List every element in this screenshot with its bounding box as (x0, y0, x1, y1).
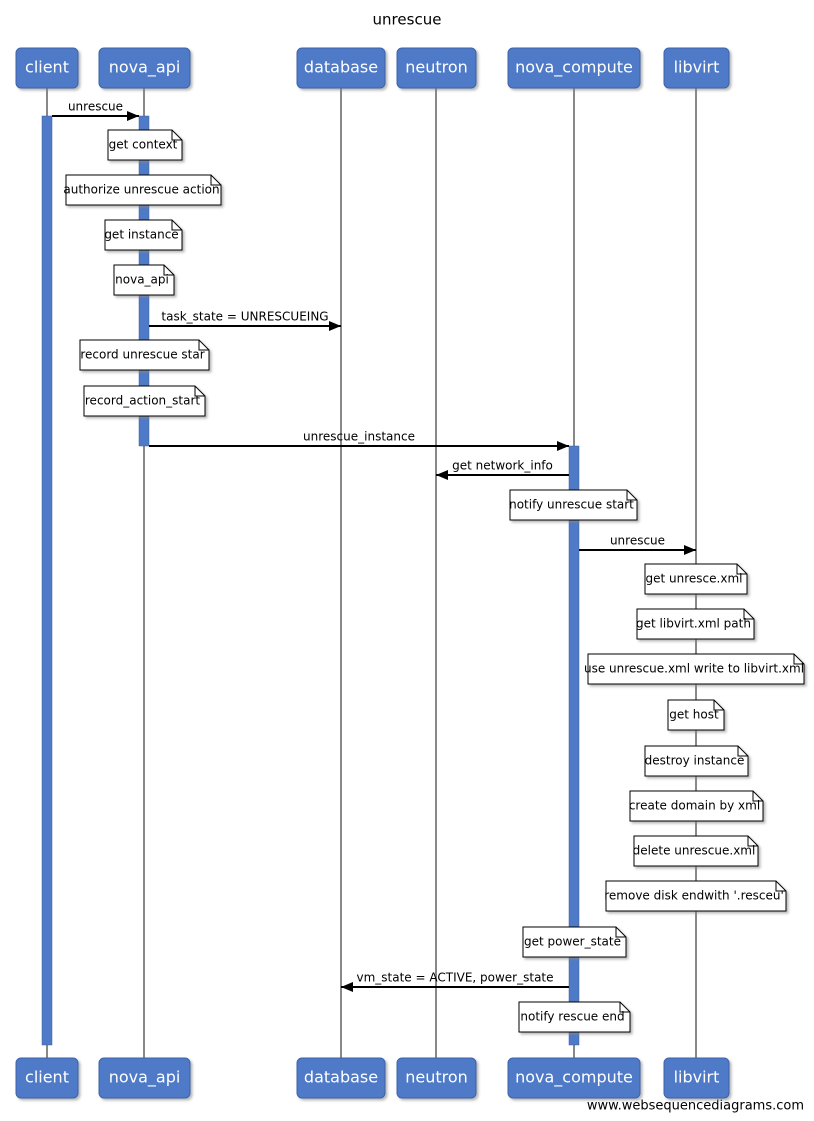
note (509, 489, 638, 521)
note (587, 653, 805, 685)
note-label: create domain by xml (629, 799, 760, 813)
note (644, 745, 749, 777)
note (65, 174, 222, 206)
note-fold (615, 927, 626, 938)
participant-label: client (25, 58, 69, 77)
note-label: remove disk endwith '.resceu' (604, 889, 784, 903)
note-fold (626, 490, 637, 501)
message-label: unrescue (68, 100, 123, 114)
message-label: get network_info (452, 459, 553, 473)
participant-box (296, 1057, 386, 1099)
note (518, 1001, 631, 1033)
note (667, 699, 725, 731)
participant-label: nova_compute (515, 1068, 633, 1088)
participant-box (98, 47, 191, 89)
message-label: task_state = UNRESCUEING (161, 310, 328, 324)
note (605, 880, 787, 912)
note-label: get context (109, 138, 178, 152)
note (629, 790, 764, 822)
note-fold (171, 220, 182, 231)
participant-box (396, 1057, 477, 1099)
note (522, 926, 627, 958)
message-label: vm_state = ACTIVE, power_state (356, 971, 553, 985)
note-fold (775, 881, 786, 892)
note (104, 219, 183, 251)
note-fold (747, 836, 758, 847)
note-label: authorize unrescue action (63, 183, 219, 197)
participant-box (98, 1057, 191, 1099)
note-fold (194, 386, 205, 397)
message-label: unrescue_instance (303, 430, 415, 444)
message-label: unrescue (610, 534, 665, 548)
note-fold (793, 654, 804, 665)
note-fold (736, 564, 747, 575)
note-label: record unrescue star (80, 348, 204, 362)
note-label: get host (669, 708, 719, 722)
note-label: get power_state (524, 935, 621, 949)
note-fold (163, 265, 174, 276)
participant-box (15, 1057, 79, 1099)
participant-label: client (25, 1068, 69, 1087)
note-fold (743, 609, 754, 620)
note-fold (210, 175, 221, 186)
note-label: use unrescue.xml write to libvirt.xml (584, 662, 804, 676)
participant-label: nova_compute (515, 58, 633, 78)
participant-label: neutron (405, 1068, 468, 1087)
note (633, 835, 759, 867)
note-fold (737, 746, 748, 757)
participant-label: database (304, 58, 378, 77)
note-label: get instance (104, 228, 178, 242)
note-fold (752, 791, 763, 802)
participant-box (15, 47, 79, 89)
note-label: notify rescue end (520, 1010, 624, 1024)
note-label: nova_api (115, 273, 169, 287)
note (107, 129, 183, 161)
note (83, 385, 206, 417)
participant-box (396, 47, 477, 89)
note-label: notify unrescue start (509, 498, 634, 512)
note-fold (171, 130, 182, 141)
participant-box (296, 47, 386, 89)
title: unrescue (373, 11, 442, 29)
note (644, 563, 748, 595)
note-fold (713, 700, 724, 711)
note-label: destroy instance (645, 754, 745, 768)
footer: www.websequencediagrams.com (587, 1099, 804, 1114)
note-fold (198, 340, 209, 351)
activation (41, 115, 53, 1046)
participant-label: libvirt (674, 1068, 720, 1087)
participant-box (507, 1057, 641, 1099)
participant-label: nova_api (109, 1068, 181, 1088)
participant-label: nova_api (109, 58, 181, 78)
participant-box (663, 1057, 730, 1099)
note (113, 264, 175, 296)
participant-box (507, 47, 641, 89)
note-label: get libvirt.xml path (636, 617, 751, 631)
participant-box (663, 47, 730, 89)
note-fold (619, 1002, 630, 1013)
note-label: get unresce.xml (646, 572, 743, 586)
participant-label: neutron (405, 58, 468, 77)
note-label: record_action_start (85, 394, 201, 408)
participant-label: libvirt (674, 58, 720, 77)
participant-label: database (304, 1068, 378, 1087)
note (79, 339, 210, 371)
note (636, 608, 755, 640)
note-label: delete unrescue.xml (633, 844, 756, 858)
activation (568, 445, 580, 1046)
